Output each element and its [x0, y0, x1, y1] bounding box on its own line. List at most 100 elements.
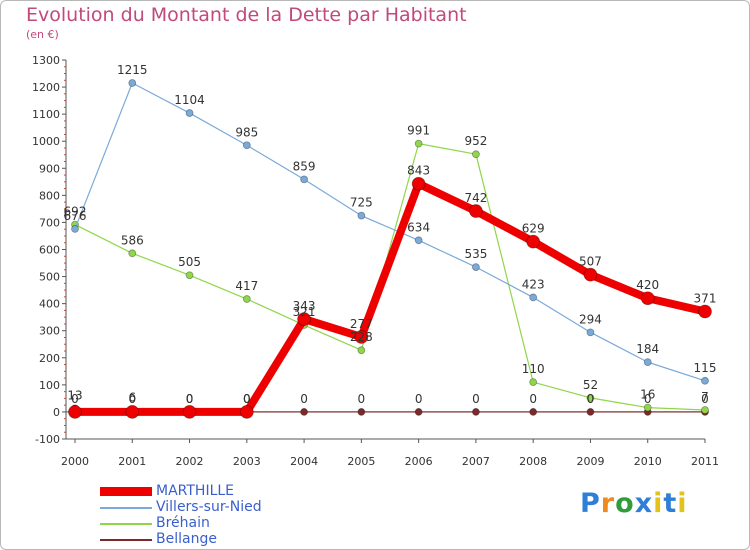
- legend-item-villers-sur-nied[interactable]: Villers-sur-Nied: [100, 499, 360, 516]
- data-label-bellange: 0: [186, 392, 194, 406]
- data-point-marthille: [469, 204, 483, 218]
- legend-swatch-villers-sur-nied: [100, 507, 152, 509]
- y-tick-label: 500: [39, 271, 60, 284]
- data-label-marthille: 507: [579, 255, 602, 269]
- data-point-villers-sur-nied: [357, 211, 366, 220]
- data-label-villers-sur-nied: 294: [579, 312, 602, 326]
- y-tick-label: 600: [39, 244, 60, 257]
- data-point-bellange: [472, 408, 480, 416]
- legend-swatch-bellange: [100, 539, 152, 541]
- x-tick-label: 2007: [462, 455, 490, 468]
- data-label-brehain: 228: [350, 330, 373, 344]
- logo-letter: P: [580, 488, 601, 519]
- data-label-villers-sur-nied: 1215: [117, 63, 148, 77]
- data-point-marthille: [526, 234, 541, 249]
- data-label-villers-sur-nied: 115: [694, 361, 717, 375]
- data-point-brehain: [357, 346, 366, 355]
- x-tick-label: 2002: [176, 455, 204, 468]
- data-label-villers-sur-nied: 1104: [174, 93, 205, 107]
- data-label-brehain: 586: [121, 233, 144, 247]
- legend-swatch-marthille: [100, 487, 152, 496]
- legend-label-marthille: MARTHILLE: [156, 483, 235, 499]
- data-point-brehain: [529, 378, 538, 387]
- data-point-marthille: [640, 291, 655, 306]
- legend-item-marthille[interactable]: MARTHILLE: [100, 483, 360, 500]
- proxiti-logo: Proxiti: [580, 488, 688, 519]
- data-label-brehain: 417: [235, 279, 258, 293]
- x-tick-label: 2010: [634, 455, 662, 468]
- data-label-marthille: 742: [464, 191, 487, 205]
- legend-item-brehain[interactable]: Bréhain: [100, 515, 360, 532]
- logo-letter: r: [600, 488, 616, 519]
- logo-letter: i: [653, 488, 664, 519]
- chart-subtitle: (en €): [26, 28, 59, 41]
- x-tick-label: 2004: [290, 455, 318, 468]
- data-point-villers-sur-nied: [128, 79, 137, 87]
- data-point-marthille: [239, 405, 254, 419]
- data-label-marthille: 0: [128, 392, 136, 406]
- data-point-bellange: [529, 408, 538, 416]
- data-point-villers-sur-nied: [586, 328, 595, 337]
- data-point-brehain: [472, 150, 480, 159]
- data-point-marthille: [182, 405, 197, 419]
- y-tick-label: 900: [39, 162, 60, 175]
- logo-letter: t: [663, 488, 678, 519]
- data-label-bellange: 13: [67, 388, 82, 402]
- data-point-brehain: [586, 393, 595, 402]
- y-tick-label: 300: [39, 325, 60, 338]
- data-label-bellange: 0: [529, 392, 537, 406]
- x-tick-label: 2006: [405, 455, 433, 468]
- data-point-bellange: [414, 408, 423, 416]
- x-tick-label: 2011: [691, 455, 719, 468]
- logo-letter: i: [677, 488, 688, 519]
- data-label-bellange: 0: [358, 392, 366, 406]
- data-point-marthille: [583, 267, 598, 282]
- data-point-marthille: [297, 312, 311, 326]
- y-tick-label: 700: [39, 216, 60, 229]
- chart-title: Evolution du Montant de la Dette par Hab…: [26, 4, 467, 26]
- data-label-brehain: 692: [64, 205, 87, 219]
- data-label-villers-sur-nied: 985: [235, 125, 258, 139]
- data-point-villers-sur-nied: [414, 236, 423, 245]
- data-label-marthille: 629: [522, 222, 545, 236]
- data-label-brehain: 110: [522, 362, 545, 376]
- data-point-brehain: [128, 249, 137, 258]
- legend-swatch-brehain: [100, 523, 152, 525]
- data-label-villers-sur-nied: 184: [636, 342, 659, 356]
- data-label-villers-sur-nied: 423: [522, 277, 545, 291]
- x-tick-label: 2005: [347, 455, 375, 468]
- data-label-marthille: 343: [293, 299, 316, 313]
- legend-label-bellange: Bellange: [156, 531, 217, 547]
- data-label-bellange: 0: [701, 392, 709, 406]
- legend-item-bellange[interactable]: Bellange: [100, 531, 360, 548]
- y-tick-label: 200: [39, 352, 60, 365]
- legend: MARTHILLE Villers-sur-Nied Bréhain Bella…: [100, 483, 360, 548]
- data-point-villers-sur-nied: [701, 376, 709, 385]
- data-label-brehain: 52: [583, 378, 598, 392]
- data-label-marthille: 0: [71, 392, 79, 406]
- data-label-marthille: 0: [243, 392, 251, 406]
- y-tick-label: 1200: [32, 81, 60, 94]
- data-point-villers-sur-nied: [185, 109, 194, 117]
- logo-letter: x: [634, 488, 654, 519]
- data-point-marthille: [411, 176, 426, 191]
- data-label-marthille: 277: [350, 317, 373, 331]
- data-label-marthille: 0: [186, 392, 194, 406]
- data-label-brehain: 16: [640, 388, 655, 402]
- data-point-bellange: [357, 408, 366, 416]
- data-label-bellange: 6: [128, 390, 136, 404]
- y-tick-label: 1100: [32, 108, 60, 121]
- data-point-marthille: [354, 330, 369, 344]
- y-tick-label: 100: [39, 379, 60, 392]
- x-tick-label: 2000: [61, 455, 89, 468]
- data-label-bellange: 0: [644, 392, 652, 406]
- data-point-villers-sur-nied: [71, 225, 79, 233]
- data-point-marthille: [698, 304, 712, 319]
- data-label-villers-sur-nied: 634: [407, 220, 430, 234]
- data-point-villers-sur-nied: [472, 263, 480, 271]
- x-tick-label: 2008: [519, 455, 547, 468]
- data-point-brehain: [185, 271, 194, 280]
- legend-label-brehain: Bréhain: [156, 515, 210, 531]
- data-point-villers-sur-nied: [242, 141, 251, 150]
